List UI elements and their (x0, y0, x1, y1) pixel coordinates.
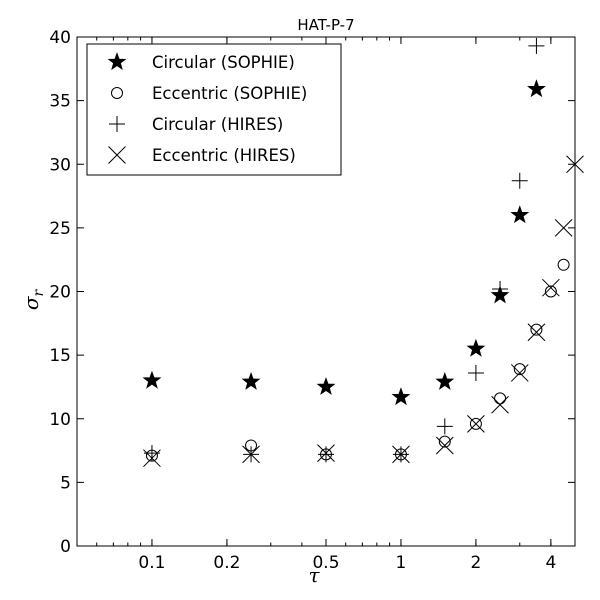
eccentric-hires-point (542, 278, 560, 297)
eccentric-sophie-point (544, 285, 557, 298)
eccentric-sophie-point (494, 392, 507, 405)
legend: Circular (SOPHIE) Eccentric (SOPHIE) Circu… (86, 43, 342, 176)
eccentric-hires-point (242, 445, 260, 464)
y-tick-label: 35 (49, 92, 71, 112)
y-tick-label: 5 (60, 473, 71, 493)
eccentric-sophie-point (438, 435, 451, 448)
y-axis: 0 5 10 15 20 25 30 35 40 (49, 28, 575, 557)
data-points (142, 37, 584, 468)
eccentric-hires-point (510, 364, 529, 382)
legend-label: Circular (SOPHIE) (152, 53, 295, 72)
eccentric-hires-point (491, 395, 509, 414)
eccentric-sophie-point (469, 417, 482, 430)
circular-hires-point (492, 280, 509, 297)
circular-hires-point (436, 418, 453, 435)
eccentric-hires-point (317, 444, 335, 462)
y-tick-label: 30 (49, 155, 71, 175)
x-tick-label: 2 (470, 553, 481, 573)
x-tick-label: 1 (396, 553, 407, 573)
plot-frame (76, 36, 576, 547)
circular-sophie-point (435, 371, 455, 390)
eccentric-hires-point (527, 323, 546, 342)
eccentric-sophie-point (557, 258, 570, 271)
circular-sophie-point (527, 79, 546, 98)
legend-marker-star (107, 52, 127, 70)
legend-label: Eccentric (HIRES) (152, 146, 296, 165)
x-tick-label: 0.5 (312, 553, 339, 573)
y-tick-label: 0 (60, 537, 71, 557)
series-x (143, 155, 584, 468)
circular-sophie-point (316, 377, 336, 395)
circular-sophie-point (466, 338, 486, 357)
legend-label: Circular (HIRES) (152, 115, 283, 134)
circular-hires-point (511, 172, 528, 189)
circular-sophie-point (510, 205, 530, 224)
x-axis-label: τ (308, 563, 320, 587)
x-tick-label: 0.2 (213, 553, 240, 573)
legend-box (86, 43, 342, 176)
y-tick-label: 40 (49, 28, 71, 48)
circular-hires-point (467, 364, 484, 381)
y-tick-label: 25 (49, 219, 71, 239)
eccentric-hires-point (467, 414, 485, 433)
x-tick-label: 0.1 (138, 553, 165, 573)
legend-marker-circle (111, 87, 123, 99)
circular-hires-point (318, 446, 334, 463)
y-tick-label: 10 (49, 410, 71, 430)
circular-sophie-point (391, 387, 411, 406)
y-tick-label: 20 (49, 283, 71, 303)
y-axis-label-base: σ (19, 295, 43, 310)
legend-label: Eccentric (SOPHIE) (152, 84, 307, 103)
y-axis-label: σr (19, 289, 47, 311)
circular-sophie-point (142, 370, 162, 389)
x-tick-label: 4 (545, 553, 556, 573)
legend-marker-plus (109, 116, 125, 132)
y-tick-label: 15 (49, 346, 71, 366)
chart-title: HAT-P-7 (297, 16, 354, 34)
x-axis: 0.1 0.2 0.5 1 2 4 (96, 37, 556, 573)
eccentric-hires-point (143, 449, 161, 468)
y-axis-label-subscript: r (31, 289, 47, 297)
eccentric-hires-point (392, 445, 410, 464)
circular-sophie-point (241, 371, 261, 390)
circular-hires-point (528, 37, 545, 54)
eccentric-sophie-point (513, 363, 526, 376)
eccentric-hires-point (554, 219, 573, 237)
eccentric-hires-point (435, 436, 454, 455)
eccentric-sophie-point (530, 323, 543, 336)
legend-marker-x (108, 146, 126, 164)
